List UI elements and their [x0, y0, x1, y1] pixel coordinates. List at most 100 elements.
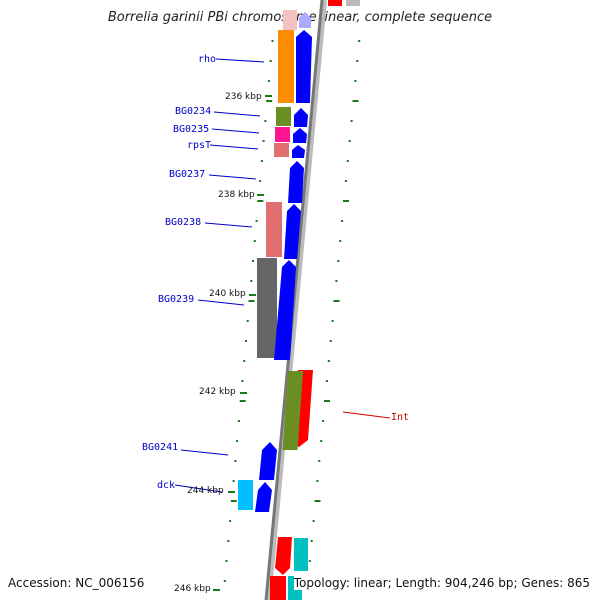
ruler-dot: [354, 80, 357, 82]
ruler-dot: [324, 400, 330, 402]
gene-bg0239-gray: [257, 258, 277, 358]
ruler-left: [223, 40, 274, 582]
label-bg0234: BG0234: [175, 106, 211, 117]
gene-bg0234-cds: [294, 108, 308, 127]
ruler-dot: [320, 440, 323, 442]
tick-label-236: 236 kbp: [225, 92, 262, 102]
ruler-dot: [269, 60, 272, 62]
ruler-dot: [325, 380, 328, 382]
label-bg0241: BG0241: [142, 442, 178, 453]
ruler-dot: [344, 180, 347, 182]
label-bg0237: BG0237: [169, 169, 205, 180]
ruler-dot: [339, 240, 342, 242]
ruler-dot: [266, 100, 273, 102]
leader-rho: [215, 58, 265, 63]
ruler-dot: [316, 480, 319, 482]
ruler-dot: [337, 260, 340, 262]
backbone: [264, 0, 324, 600]
gene-rho-cds: [296, 30, 312, 103]
tick-mark-246: [213, 589, 220, 591]
feature-bottom-red-2: [270, 576, 286, 600]
leader-int: [342, 411, 391, 419]
tick-label-238: 238 kbp: [218, 190, 255, 200]
ruler-dot: [260, 160, 263, 162]
tick-mark-244: [228, 491, 235, 493]
gene-dck-cds: [255, 482, 272, 512]
leader-bg0237: [208, 174, 257, 180]
ruler-right: [306, 40, 361, 582]
gene-int-olive: [282, 371, 304, 450]
ruler-dot: [243, 360, 246, 362]
tick-label-246: 246 kbp: [174, 584, 211, 594]
gene-rpst-cds: [292, 145, 305, 158]
leader-bg0239: [197, 299, 245, 306]
feature-top-red: [328, 0, 342, 6]
ruler-dot: [241, 380, 244, 382]
ruler-dot: [267, 80, 270, 82]
feature-bottom-red: [275, 537, 292, 575]
label-dck: dck: [157, 480, 175, 491]
ruler-dot: [255, 220, 258, 222]
tick-mark-240: [249, 294, 256, 296]
ruler-dot: [358, 40, 361, 42]
feature-top-pink: [283, 10, 297, 30]
gene-bg0239-cds: [274, 260, 296, 360]
ruler-dot: [252, 260, 254, 262]
ruler-dot: [236, 440, 239, 442]
feature-bottom-teal: [294, 538, 308, 571]
ruler-dot: [310, 540, 313, 542]
gene-bg0241-cds: [259, 442, 277, 480]
label-bg0238: BG0238: [165, 217, 201, 228]
gene-rho-orange: [278, 30, 294, 103]
ruler-dot: [331, 320, 334, 322]
backbone-shadow: [265, 0, 327, 600]
ruler-dot: [246, 320, 249, 322]
leader-bg0235: [211, 128, 260, 134]
accession-text: Accession: NC_006156: [8, 576, 145, 590]
ruler-dot: [223, 580, 226, 582]
gene-bg0235-cds: [293, 128, 307, 143]
ruler-dot: [271, 40, 274, 42]
ruler-dot: [341, 220, 344, 222]
tick-mark-238: [257, 194, 264, 196]
ruler-dot: [329, 340, 332, 342]
label-bg0235: BG0235: [173, 124, 209, 135]
tick-mark-242: [240, 392, 247, 394]
ruler-dot: [250, 280, 253, 282]
label-bg0239: BG0239: [158, 294, 194, 305]
gene-bg0234-olive: [276, 107, 291, 126]
ruler-dot: [343, 200, 349, 202]
gene-bg0238-cds: [284, 204, 301, 259]
ruler-dot: [264, 120, 267, 122]
ruler-dot: [230, 500, 237, 502]
feature-top-gray: [346, 0, 360, 6]
ruler-dot: [262, 140, 265, 142]
topology-summary: Topology: linear; Length: 904,246 bp; Ge…: [293, 576, 590, 590]
tick-label-242: 242 kbp: [199, 387, 236, 397]
leader-bg0241: [180, 449, 229, 456]
ruler-dot: [227, 540, 230, 542]
label-rho: rho: [198, 54, 216, 65]
feature-top-cds: [299, 12, 311, 28]
tick-label-244: 244 kbp: [187, 486, 224, 496]
label-int: Int: [391, 412, 409, 423]
tick-mark-236: [265, 95, 272, 97]
ruler-dot: [356, 60, 359, 62]
ruler-dot: [232, 480, 235, 482]
ruler-dot: [225, 560, 228, 562]
leader-bg0238: [204, 222, 253, 228]
ruler-dot: [237, 420, 240, 422]
ruler-dot: [322, 420, 325, 422]
leader-dck: [174, 484, 223, 493]
ruler-dot: [253, 240, 256, 242]
ruler-dot: [248, 300, 255, 302]
leader-rpst: [209, 144, 259, 150]
leader-bg0234: [213, 111, 261, 117]
ruler-dot: [318, 460, 321, 462]
ruler-dot: [335, 280, 338, 282]
ruler-dot: [312, 520, 315, 522]
tick-label-240: 240 kbp: [209, 289, 246, 299]
ruler-dot: [348, 140, 351, 142]
ruler-dot: [314, 500, 321, 502]
